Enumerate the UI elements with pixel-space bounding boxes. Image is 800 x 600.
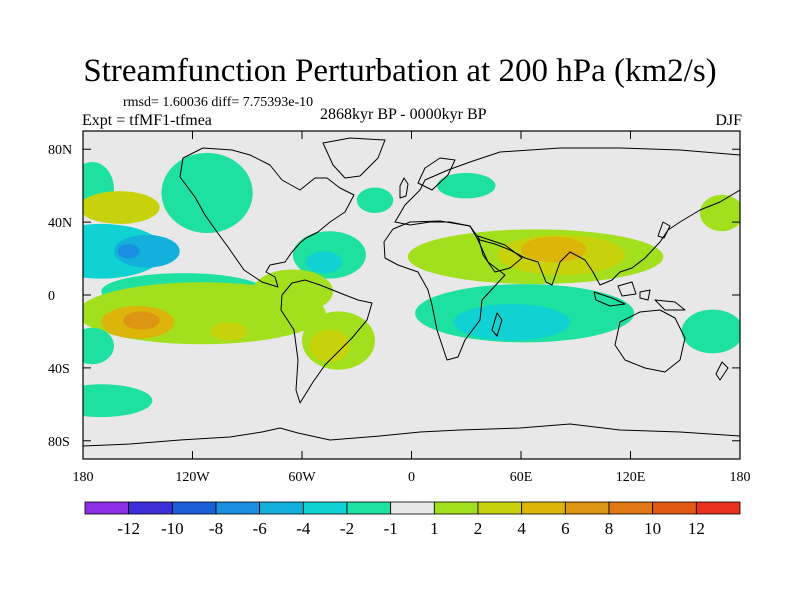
anomaly-region [123,311,160,330]
anomaly-region [210,322,248,341]
colorbar-label: 1 [430,519,439,538]
coastline-australia [614,309,686,373]
coastline-greenland [322,137,386,179]
coastlines [83,137,740,447]
colorbar-swatch [215,501,261,515]
colorbar-swatch [608,501,654,515]
anomaly-region [117,243,140,259]
x-tick-label: 60E [510,470,533,485]
coastline-madagascar [491,312,503,337]
coastline-south-america [280,279,373,404]
anomaly-region [453,304,571,341]
stats-text: rmsd= 1.60036 diff= 7.75393e-10 [123,95,314,110]
colorbar-swatch [128,501,173,515]
x-tick-label: 0 [408,470,415,485]
x-tick-label: 120W [175,470,210,485]
colorbar-swatch [84,501,130,515]
coastline-arabia [477,235,523,273]
anomaly-field [83,152,740,418]
y-tick-label: 0 [48,289,55,304]
anomaly-region [83,191,160,224]
colorbar-swatch [302,501,348,515]
colorbar-swatch [346,501,392,515]
axis-ticks: 180 120W 60W 0 60E 120E 180 80N 40N 0 40S 80S [48,131,751,485]
colorbar-swatch [171,501,217,515]
coastline-scandinavia [417,157,456,191]
anomaly-region [521,236,587,263]
colorbar-swatch [564,501,610,515]
coastline-japan [657,221,671,239]
colorbar-swatch [433,501,479,515]
anomaly-region [252,269,334,314]
colorbar-swatch [652,501,697,515]
anomaly-region [305,251,343,274]
figure-title: Streamfunction Perturbation at 200 hPa (… [83,53,717,89]
colorbar-swatch [695,501,741,515]
colorbar-label: -12 [117,519,140,538]
colorbar-swatch [259,501,304,515]
colorbar-label: 2 [474,519,483,538]
coastline-eurasia [394,147,740,286]
anomaly-region [83,384,153,418]
y-tick-label: 80S [48,435,70,450]
anomaly-region [309,329,350,363]
period-label: 2868kyr BP - 0000kyr BP [320,106,487,123]
anomaly-region [161,152,253,234]
x-tick-label: 180 [730,470,751,485]
season-label: DJF [715,112,742,129]
colorbar-label: 4 [517,519,526,538]
colorbar-label: -4 [296,519,311,538]
colorbar-label: -2 [340,519,354,538]
colorbar-label: 12 [688,519,705,538]
coastline-antarctica [83,423,740,447]
y-tick-label: 80N [48,143,72,158]
anomaly-region [83,327,115,365]
coastline-new-zealand [715,361,729,381]
anomaly-region [356,187,394,213]
anomaly-region [681,309,740,354]
anomaly-region [437,172,496,199]
colorbar-swatch [390,501,435,515]
anomaly-region [114,234,180,268]
x-tick-label: 60W [288,470,316,485]
colorbar-swatch [477,501,523,515]
coastline-maritime-continent [593,281,651,307]
colorbar-label: -6 [253,519,267,538]
colorbar-swatch [521,501,566,515]
y-tick-label: 40N [48,216,72,231]
colorbar-label: 6 [561,519,570,538]
anomaly-region [699,194,740,232]
colorbar-label: -1 [384,519,398,538]
coastline-britain [399,177,409,199]
colorbar-label: 8 [605,519,614,538]
colorbar-label: -8 [209,519,223,538]
x-tick-label: 120E [616,470,646,485]
colorbar-label: 10 [644,519,661,538]
colorbar-label: -10 [161,519,184,538]
experiment-label: Expt = tfMF1-tfmea [82,112,212,129]
coastline-new-guinea [654,299,686,311]
x-tick-label: 180 [73,470,94,485]
y-tick-label: 40S [48,362,70,377]
coastline-north-america [179,147,355,288]
colorbar: -12 -10 -8 -6 -4 -2 -1 1 2 4 6 8 10 12 [84,501,741,538]
